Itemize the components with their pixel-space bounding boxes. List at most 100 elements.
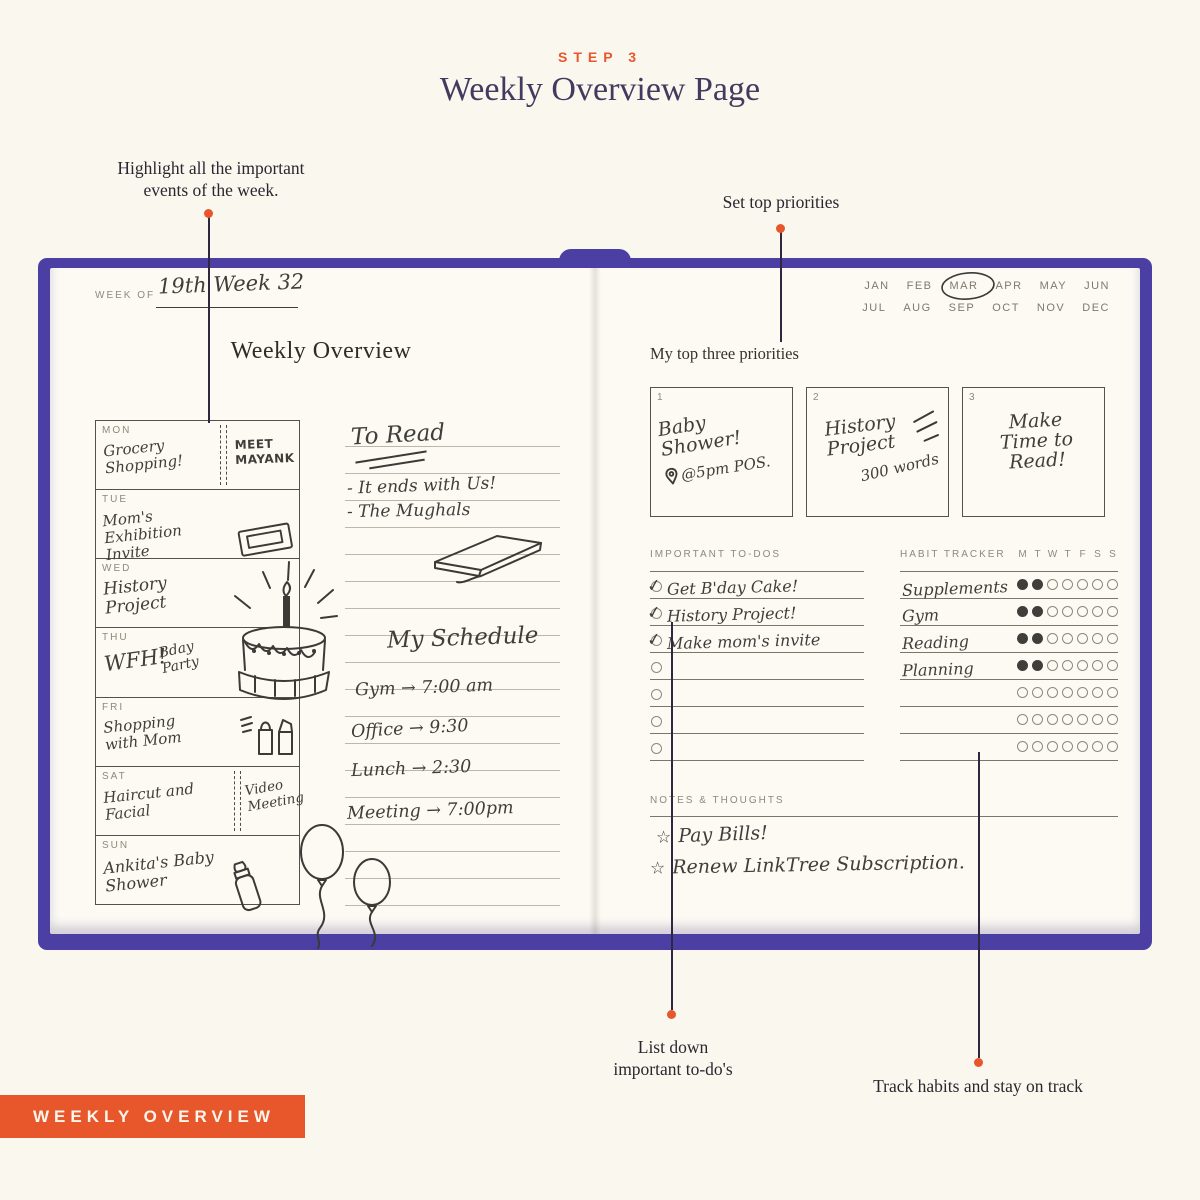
weekly-overview-heading: Weekly Overview [230,338,412,364]
month-oct: OCT [992,302,1020,314]
habit-circles [1017,606,1118,617]
planner-notebook: WEEK OF 19th Week 32 Weekly Overview MON… [38,249,1152,950]
month-feb: FEB [906,280,933,292]
day-letter: S [1094,549,1101,560]
to-read-item: - The Mughals [346,499,471,523]
day-label: FRI [102,701,125,713]
schedule-item: Lunch → 2:30 [350,756,472,782]
day-row-wed: WED History Project [96,559,299,629]
month-apr: APR [995,280,1023,292]
schedule-title: My Schedule [386,622,539,654]
emphasis-dashes-doodle [913,410,939,442]
annotation-line-1: List down [637,1037,709,1057]
day-label: WED [102,563,132,575]
day-row-sun: SUN Ankita's Baby Shower [96,836,299,912]
day-letter: T [1034,549,1041,560]
habit-circle [1032,687,1043,698]
habit-circle [1062,660,1073,671]
habit-circle [1092,606,1103,617]
weekly-day-grid: MON Grocery Shopping! MEET MAYANK TUE Mo… [95,420,305,912]
priority-number: 1 [657,392,663,403]
day-entry: Ankita's Baby Shower [102,847,215,896]
check-mark: ✓ [645,629,663,651]
envelope-invite-doodle [237,522,293,557]
day-label: MON [102,425,132,436]
habit-circle [1017,606,1028,617]
month-may: MAY [1039,280,1068,292]
todo-list: ✓ Get B'day Cake! ✓ History Project! ✓ M… [646,571,864,761]
habit-circles [1017,579,1118,590]
habit-circle [1062,714,1073,725]
habit-row [900,707,1118,734]
callout-dot [776,224,785,233]
todo-text: Get B'day Cake! [666,576,799,599]
day-entry: Haircut and Facial [102,779,195,824]
star-doodle: ☆ [649,858,666,879]
todo-circle [651,743,662,754]
todo-circle [651,608,662,619]
habit-circle [1077,633,1088,644]
day-entry-secondary: MEET MAYANK [234,436,295,468]
day-letter: F [1079,549,1086,560]
day-row-fri: FRI Shopping with Mom [96,698,299,767]
habit-circle [1017,633,1028,644]
day-letter: W [1047,549,1058,560]
day-label: THU [102,632,129,644]
day-letter: M [1018,549,1027,560]
check-mark: ✓ [645,575,663,597]
habit-row [900,734,1118,761]
habit-tracker-heading: HABIT TRACKER [900,549,1006,560]
habit-circle [1032,606,1043,617]
habit-circle [1047,633,1058,644]
todo-text: History Project! [666,603,797,626]
month-mar-circled: MAR [940,272,995,300]
habit-circle [1107,714,1118,725]
habit-circle [1032,579,1043,590]
dashed-divider [234,770,241,831]
habit-circle [1062,687,1073,698]
habit-circle [1047,606,1058,617]
priority-number: 3 [969,392,975,403]
day-entry-secondary: Bday Party [157,638,201,678]
todo-circle [651,716,662,727]
habit-circle [1077,687,1088,698]
annotation-line-2: events of the week. [143,180,279,201]
todo-row: ✓ Get B'day Cake! [646,572,864,599]
to-read-item: - It ends with Us! [346,473,497,499]
habit-name: Reading [901,631,970,654]
habit-day-letters: M T W T F S S [1017,549,1118,560]
book-doodle [434,535,542,584]
habit-circle [1077,660,1088,671]
month-jan: JAN [864,280,890,292]
annotation-line-2: important to-do's [613,1059,733,1080]
habit-circle [1062,579,1073,590]
baby-bottle-doodle [233,860,262,912]
priority-text: Baby Shower! [656,411,743,461]
priority-subtext: @5pm POS. [664,451,780,487]
circled-month-doodle [940,272,995,300]
notebook-spine-nub [559,249,631,267]
annotation-line-1: Highlight all the important [117,158,305,178]
habit-circle [1062,741,1073,752]
habit-circle [1077,579,1088,590]
habit-row: Supplements [900,572,1118,600]
habit-circle [1047,741,1058,752]
day-letter: T [1064,549,1071,560]
week-of-underline [156,307,298,309]
habit-row: Reading [900,626,1118,653]
callout-dot [974,1058,983,1067]
month-index: JAN FEB MAR APR MAY JUN JUL AUG SEP [862,272,1110,324]
habit-circle [1032,741,1043,752]
priorities-boxes: 1 Baby Shower! @5pm POS. 2 [650,387,1105,517]
day-label: TUE [102,494,128,506]
habit-circle [1047,687,1058,698]
todo-row: ✓ Make mom's invite [646,626,864,654]
habit-circle [1077,606,1088,617]
todo-text: Make mom's invite [666,629,821,654]
priority-box-2: 2 History Project 300 words [806,387,949,517]
day-row-sat: SAT Haircut and Facial Video Meeting [96,767,305,836]
notes-rule [650,816,1118,817]
callout-dot [667,1010,676,1019]
note-text: Pay Bills! [677,822,769,848]
